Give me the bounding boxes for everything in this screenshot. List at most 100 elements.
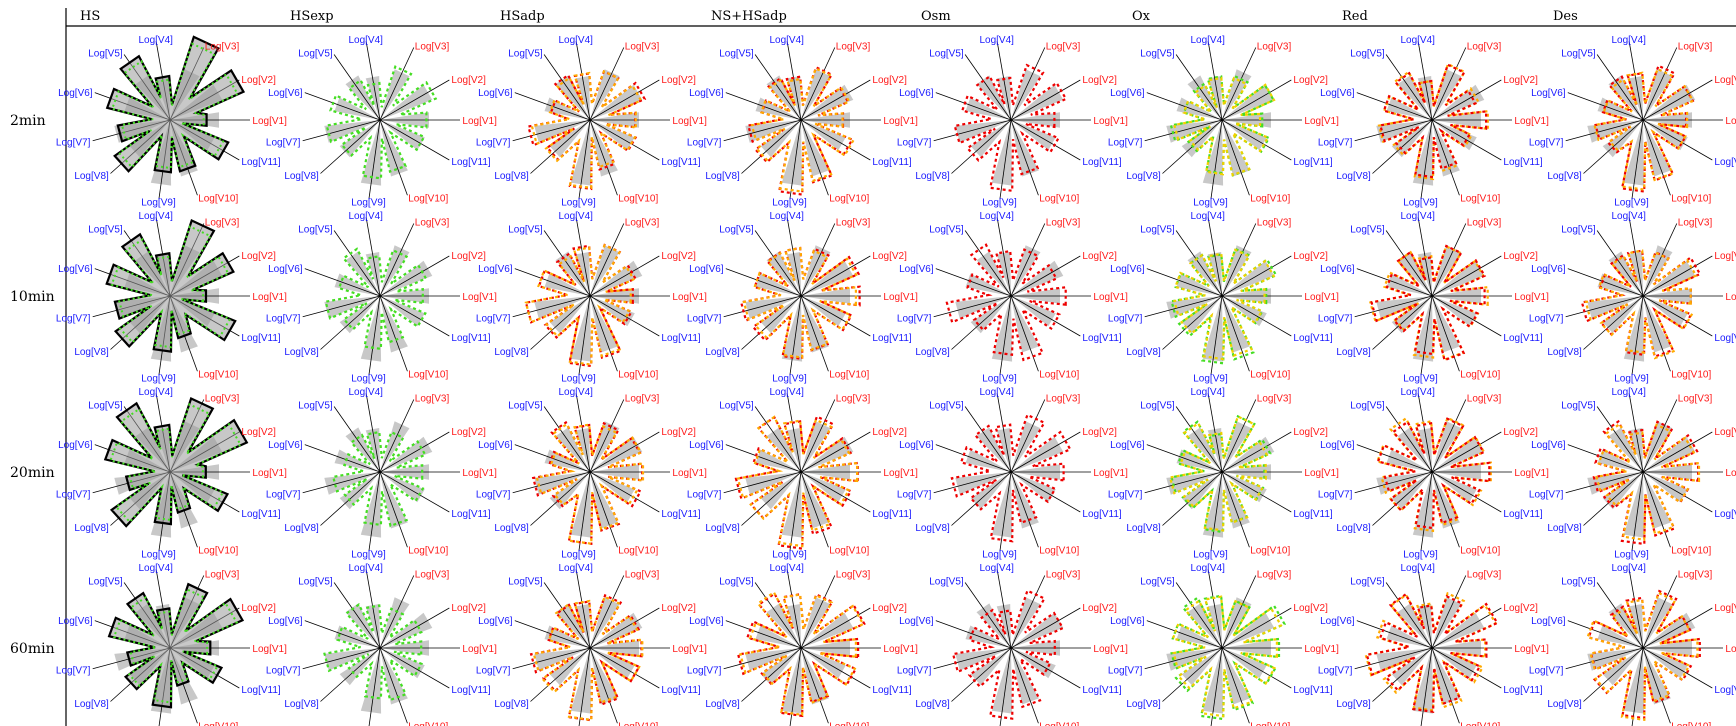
axis-label: Log[V6] — [1531, 616, 1566, 627]
column-header: Red — [1342, 9, 1368, 24]
radar-cell: Log[V1] Log[V2] Log[V3] Log[V4] Log[V5] Log[V… — [1318, 563, 1549, 726]
axis-label: Log[V8] — [284, 347, 319, 358]
axis-label: Log[V9] — [1614, 374, 1649, 385]
axis-label: Log[V7] — [56, 137, 91, 148]
axis-label: Log[V5] — [298, 225, 333, 236]
radar-cell: Log[V1] Log[V2] Log[V3] Log[V4] Log[V5] Log[V… — [1108, 387, 1339, 561]
axis-label: Log[V7] — [476, 489, 511, 500]
axis-label: Log[V4] — [348, 35, 383, 46]
axis-label: Log[V3] — [1257, 569, 1292, 580]
axis-label: Log[V8] — [1547, 347, 1582, 358]
axis-label: Log[V5] — [929, 49, 964, 60]
axis-label: Log[V7] — [1529, 665, 1564, 676]
radar-cell: Log[V1] Log[V2] Log[V3] Log[V4] Log[V5] Log[V… — [1529, 35, 1736, 209]
series-line — [109, 584, 242, 707]
axis-label: Log[V10] — [1250, 545, 1290, 556]
axis-label: Log[V3] — [1678, 217, 1713, 228]
axis-label: Log[V3] — [1678, 569, 1713, 580]
axis-label: Log[V5] — [1561, 49, 1596, 60]
axis-label: Log[V7] — [476, 665, 511, 676]
axis-label: Log[V9] — [1193, 374, 1228, 385]
radar-cell: Log[V1] Log[V2] Log[V3] Log[V4] Log[V5] Log[V… — [1318, 211, 1549, 385]
radar-cell: Log[V1] Log[V2] Log[V3] Log[V4] Log[V5] Log[V… — [476, 35, 707, 209]
axis-label: Log[V2] — [241, 603, 276, 614]
axis-label: Log[V4] — [979, 35, 1014, 46]
radar-cell: Log[V1] Log[V2] Log[V3] Log[V4] Log[V5] Log[V… — [56, 35, 287, 209]
axis-label: Log[V7] — [266, 489, 301, 500]
axis-label: Log[V9] — [982, 550, 1017, 561]
axis-label: Log[V11] — [1503, 685, 1543, 696]
radar-cell: Log[V1] Log[V2] Log[V3] Log[V4] Log[V5] Log[V… — [266, 35, 497, 209]
axis-label: Log[V3] — [205, 569, 240, 580]
axis-label: Log[V3] — [836, 393, 871, 404]
reference-petals — [955, 597, 1063, 713]
axis-label: Log[V4] — [558, 563, 593, 574]
axis-label: Log[V1] — [252, 644, 287, 655]
axis-label: Log[V1] — [672, 292, 707, 303]
axis-label: Log[V4] — [558, 211, 593, 222]
axis-label: Log[V8] — [1336, 699, 1371, 710]
axis-label: Log[V10] — [408, 545, 448, 556]
axis-label: Log[V5] — [929, 225, 964, 236]
radar-cell: Log[V1] Log[V2] Log[V3] Log[V4] Log[V5] Log[V… — [1529, 563, 1736, 726]
axis-label: Log[V9] — [141, 550, 176, 561]
axis-label: Log[V1] — [1514, 116, 1549, 127]
axis-label: Log[V6] — [1110, 616, 1145, 627]
radar-cell: Log[V1] Log[V2] Log[V3] Log[V4] Log[V5] Log[V… — [897, 211, 1128, 385]
axis-label: Log[V1] — [883, 116, 918, 127]
radar-cell: Log[V1] Log[V2] Log[V3] Log[V4] Log[V5] Log[V… — [687, 211, 918, 385]
axis-label: Log[V3] — [1046, 393, 1081, 404]
axis-label: Log[V2] — [661, 251, 696, 262]
axis-label: Log[V4] — [1611, 35, 1646, 46]
axis-label: Log[V3] — [415, 217, 450, 228]
row-header: 20min — [10, 465, 55, 481]
axis-label: Log[V7] — [687, 665, 722, 676]
axis-label: Log[V4] — [769, 35, 804, 46]
reference-petals — [324, 245, 432, 361]
axis-label: Log[V2] — [1714, 603, 1736, 614]
axis-label: Log[V10] — [829, 369, 869, 380]
row-headers: 2min10min20min60min — [10, 113, 55, 657]
axis-label: Log[V9] — [1614, 198, 1649, 209]
axis-label: Log[V6] — [1531, 88, 1566, 99]
axis-label: Log[V4] — [1190, 35, 1225, 46]
reference-petals — [955, 69, 1063, 185]
axis-label: Log[V4] — [1190, 387, 1225, 398]
axis-label: Log[V5] — [298, 577, 333, 588]
axis-label: Log[V8] — [74, 523, 109, 534]
axis-label: Log[V5] — [719, 401, 754, 412]
axis-label: Log[V8] — [494, 171, 529, 182]
axis-label: Log[V9] — [1403, 550, 1438, 561]
axis-label: Log[V11] — [1082, 333, 1122, 344]
axis-label: Log[V6] — [1110, 440, 1145, 451]
axis-label: Log[V9] — [772, 198, 807, 209]
axis-label: Log[V11] — [241, 685, 281, 696]
axis-label: Log[V6] — [1531, 264, 1566, 275]
axis-label: Log[V1] — [462, 468, 497, 479]
axis-label: Log[V5] — [88, 401, 123, 412]
axis-label: Log[V1] — [883, 292, 918, 303]
axis-label: Log[V4] — [979, 387, 1014, 398]
reference-petals — [324, 421, 432, 537]
axis-label: Log[V7] — [897, 313, 932, 324]
column-header: NS+HSadp — [711, 9, 787, 24]
axis-label: Log[V7] — [1529, 313, 1564, 324]
reference-petals — [324, 597, 432, 713]
axis-label: Log[V8] — [915, 347, 950, 358]
axis-label: Log[V3] — [415, 569, 450, 580]
axis-label: Log[V10] — [1460, 193, 1500, 204]
axis-label: Log[V2] — [1082, 427, 1117, 438]
axis-label: Log[V2] — [451, 427, 486, 438]
axis-label: Log[V8] — [1547, 171, 1582, 182]
radar-cells: Log[V1] Log[V2] Log[V3] Log[V4] Log[V5] Log[V… — [56, 35, 1736, 726]
axis-label: Log[V11] — [1714, 157, 1736, 168]
axis-label: Log[V11] — [1714, 685, 1736, 696]
axis-label: Log[V10] — [618, 369, 658, 380]
axis-label: Log[V6] — [478, 440, 513, 451]
axis-label: Log[V11] — [872, 333, 912, 344]
axis-label: Log[V3] — [1678, 41, 1713, 52]
axis-label: Log[V7] — [1318, 313, 1353, 324]
axis-label: Log[V5] — [929, 401, 964, 412]
axis-label: Log[V8] — [1126, 347, 1161, 358]
axis-label: Log[V4] — [1400, 35, 1435, 46]
